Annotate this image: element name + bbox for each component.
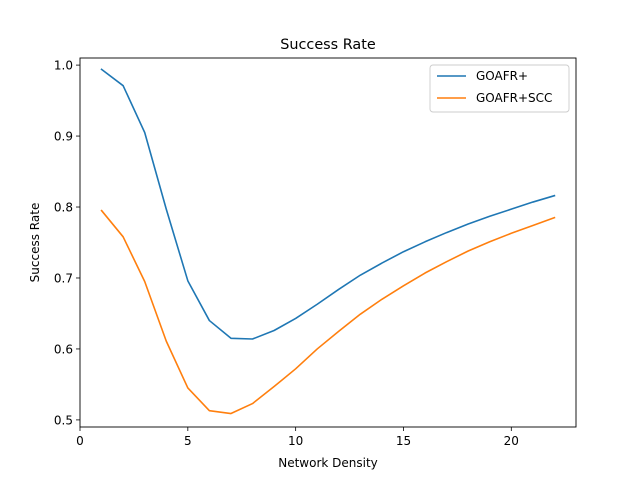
y-tick-label: 0.5 [54,413,73,427]
series-line-1 [100,209,556,415]
y-tick-label: 0.9 [54,130,73,144]
x-tick-label: 5 [184,434,192,448]
x-tick-label: 10 [288,434,303,448]
y-axis-label: Success Rate [28,203,42,283]
x-axis-label: Network Density [278,456,378,470]
y-axis-ticks: 0.5 0.6 0.7 0.8 0.9 1.0 [54,59,80,427]
legend: GOAFR+ GOAFR+SCC [429,64,570,113]
y-tick-label: 0.7 [54,271,73,285]
x-tick-label: 15 [396,434,411,448]
x-tick-label: 20 [504,434,519,448]
x-axis-ticks: 0 5 10 15 20 [76,427,519,448]
plot-frame [79,57,577,428]
y-tick-label: 1.0 [54,59,73,73]
y-tick-label: 0.6 [54,342,73,356]
series-line-0 [100,68,556,340]
y-tick-label: 0.8 [54,201,73,215]
legend-label-goafr-plus-scc: GOAFR+SCC [476,91,552,105]
legend-label-goafr-plus: GOAFR+ [476,69,528,83]
x-tick-label: 0 [76,434,84,448]
chart-title: Success Rate [280,37,376,53]
plot-lines [100,68,556,415]
